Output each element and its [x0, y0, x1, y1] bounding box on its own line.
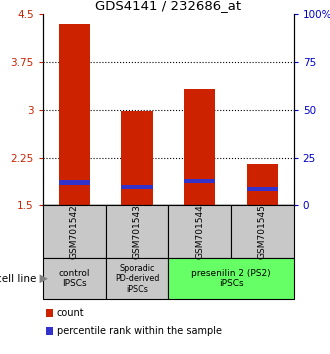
Text: GSM701542: GSM701542	[70, 205, 79, 259]
Text: GSM701543: GSM701543	[132, 204, 142, 259]
Bar	[59, 181, 90, 185]
Bar	[121, 111, 152, 205]
Text: Sporadic
PD-derived
iPSCs: Sporadic PD-derived iPSCs	[115, 264, 159, 294]
Text: cell line: cell line	[0, 274, 36, 284]
Text: GSM701544: GSM701544	[195, 205, 204, 259]
Bar	[184, 178, 215, 183]
Text: count: count	[57, 308, 84, 318]
Text: presenilin 2 (PS2)
iPSCs: presenilin 2 (PS2) iPSCs	[191, 269, 271, 289]
Text: GSM701545: GSM701545	[258, 204, 267, 259]
Text: percentile rank within the sample: percentile rank within the sample	[57, 326, 222, 336]
Bar	[59, 24, 90, 205]
Text: control
IPSCs: control IPSCs	[58, 269, 90, 289]
Bar	[247, 187, 278, 191]
Bar	[121, 185, 152, 189]
Title: GDS4141 / 232686_at: GDS4141 / 232686_at	[95, 0, 241, 12]
Bar	[184, 89, 215, 205]
Bar	[247, 164, 278, 205]
